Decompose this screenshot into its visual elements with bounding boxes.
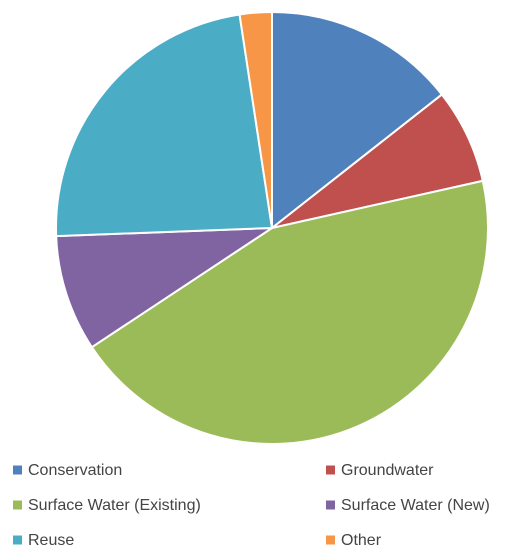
- legend-swatch: [13, 500, 22, 510]
- legend-label: Groundwater: [341, 462, 434, 479]
- legend-label: Surface Water (New): [341, 497, 490, 514]
- legend-swatch: [326, 500, 335, 510]
- legend-swatch: [13, 465, 22, 475]
- legend-label: Reuse: [28, 532, 74, 549]
- legend-label: Conservation: [28, 462, 122, 479]
- pie-slice: [90, 179, 489, 445]
- legend-swatch: [326, 535, 335, 545]
- legend-label: Other: [341, 532, 382, 549]
- legend-label: Surface Water (Existing): [28, 497, 201, 514]
- legend-swatch: [13, 535, 22, 545]
- legend-swatch: [326, 465, 335, 475]
- pie-slice: [271, 10, 444, 231]
- pie-slice: [238, 10, 273, 229]
- pie-slice: [55, 226, 276, 349]
- pie-slice: [55, 13, 274, 238]
